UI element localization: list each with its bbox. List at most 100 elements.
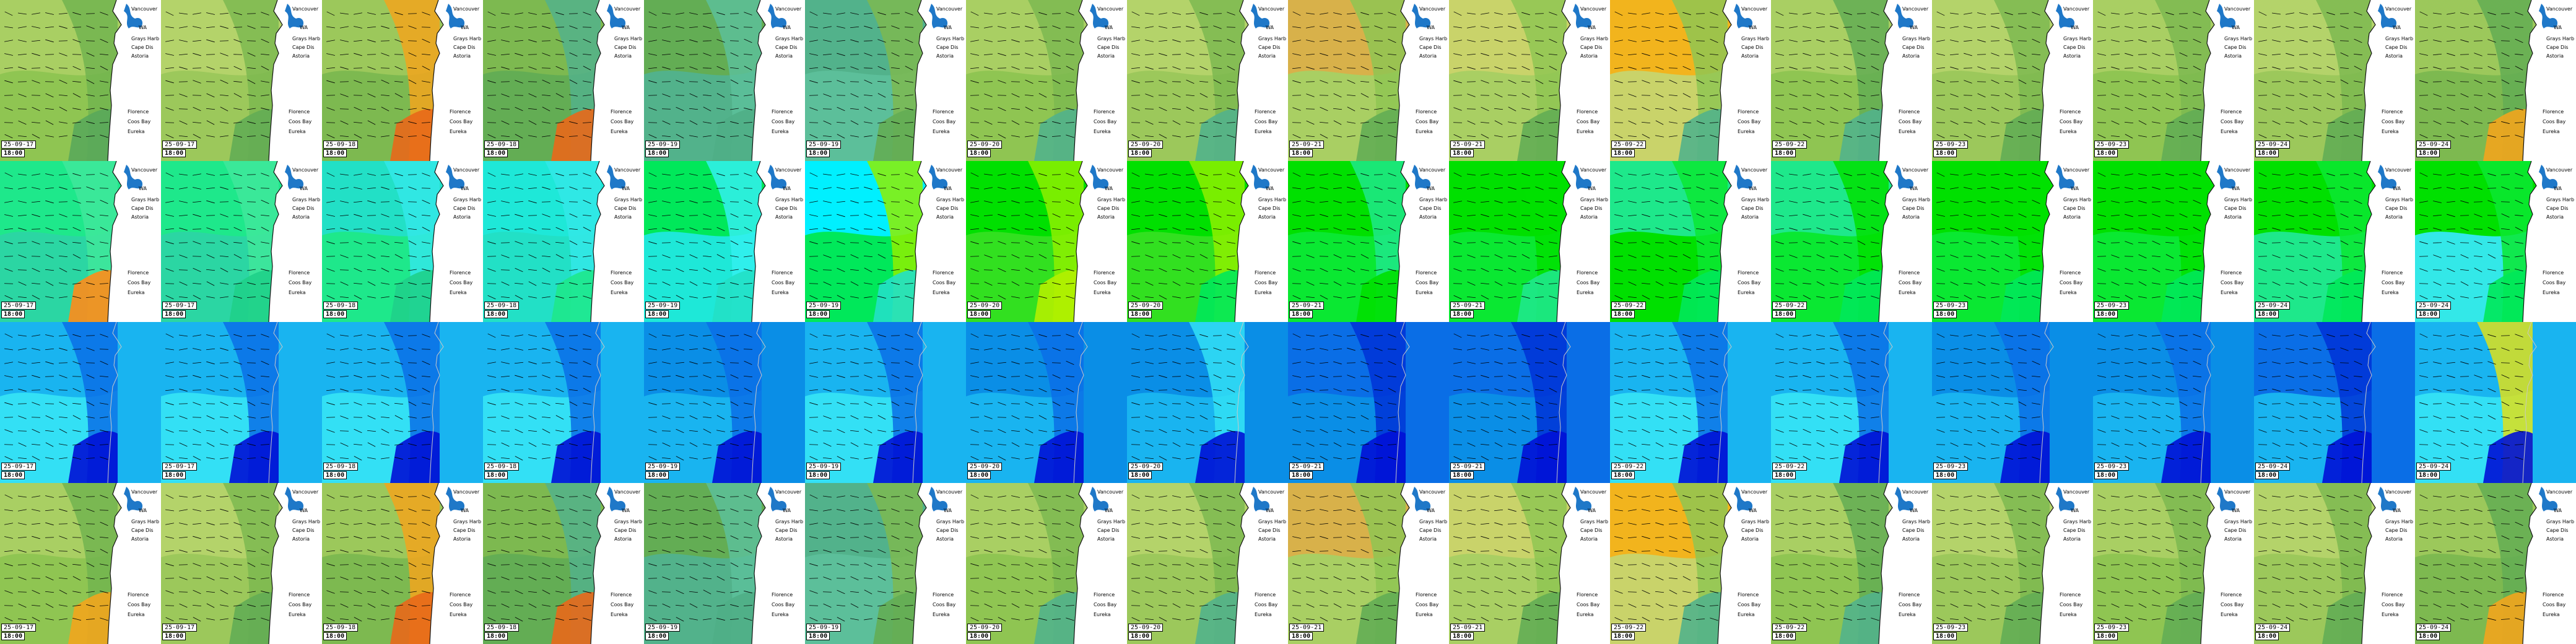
wind-arrow-icon — [261, 173, 269, 176]
wind-map-panel[interactable]: Vancouver WA Grays Harb Cape Dis Astoria… — [2093, 0, 2254, 161]
wind-arrow-icon — [261, 617, 269, 621]
wind-arrow-icon — [408, 604, 417, 607]
gust-map-panel[interactable]: Vancouver WA Grays Harb Cape Dis Astoria… — [0, 483, 161, 644]
wind-map-panel[interactable]: Vancouver WA Grays Harb Cape Dis Astoria… — [2415, 0, 2576, 161]
wave-map-panel[interactable]: Vancouver WA Grays Harb Cape Dis Astoria… — [2415, 161, 2576, 322]
wind-arrow-icon — [836, 121, 846, 124]
place-label: Cape Dis — [1741, 206, 1764, 211]
wind-arrow-icon — [206, 495, 215, 498]
wind-arrow-icon — [1535, 121, 1544, 124]
gust-map-panel[interactable]: Vancouver WA Grays Harb Cape Dis Astoria… — [322, 483, 483, 644]
wind-arrow-icon — [730, 269, 739, 271]
wave-map-panel[interactable]: Vancouver WA Grays Harb Cape Dis Astoria… — [161, 161, 322, 322]
period-map-panel[interactable]: 25-09-18 18:00 — [322, 322, 483, 483]
period-map-panel[interactable]: 25-09-20 18:00 — [966, 322, 1127, 483]
wind-arrow-icon — [354, 107, 362, 111]
wind-arrow-icon — [542, 79, 550, 84]
wind-arrow-icon — [2152, 457, 2160, 459]
wind-arrow-icon — [261, 12, 269, 15]
wave-map-panel[interactable]: Vancouver WA Grays Harb Cape Dis Astoria… — [1610, 161, 1771, 322]
wind-arrow-icon — [1199, 254, 1208, 259]
wave-map-panel[interactable]: Vancouver WA Grays Harb Cape Dis Astoria… — [2254, 161, 2415, 322]
wave-map-panel[interactable]: Vancouver WA Grays Harb Cape Dis Astoria… — [322, 161, 483, 322]
wind-arrow-icon — [528, 12, 537, 15]
wave-map-panel[interactable]: Vancouver WA Grays Harb Cape Dis Astoria… — [1127, 161, 1288, 322]
period-map-panel[interactable]: 25-09-17 18:00 — [0, 322, 161, 483]
wind-map-panel[interactable]: Vancouver WA Grays Harb Cape Dis Astoria… — [1127, 0, 1288, 161]
period-map-panel[interactable]: 25-09-23 18:00 — [2093, 322, 2254, 483]
period-map-panel[interactable]: 25-09-20 18:00 — [1127, 322, 1288, 483]
wave-map-panel[interactable]: Vancouver WA Grays Harb Cape Dis Astoria… — [644, 161, 805, 322]
wind-map-panel[interactable]: Vancouver WA Grays Harb Cape Dis Astoria… — [161, 0, 322, 161]
wind-map-panel[interactable]: Vancouver WA Grays Harb Cape Dis Astoria… — [644, 0, 805, 161]
wind-map-panel[interactable]: Vancouver WA Grays Harb Cape Dis Astoria… — [1932, 0, 2093, 161]
period-map-panel[interactable]: 25-09-24 18:00 — [2415, 322, 2576, 483]
wind-arrow-icon — [394, 549, 403, 554]
wind-arrow-icon — [2004, 334, 2013, 337]
period-map-panel[interactable]: 25-09-22 18:00 — [1610, 322, 1771, 483]
place-label: Grays Harb — [614, 519, 643, 524]
wave-map-panel[interactable]: Vancouver WA Grays Harb Cape Dis Astoria… — [483, 161, 644, 322]
period-map-panel[interactable]: 25-09-21 18:00 — [1449, 322, 1610, 483]
wave-map-panel[interactable]: Vancouver WA Grays Harb Cape Dis Astoria… — [805, 161, 966, 322]
period-map-panel[interactable]: 25-09-19 18:00 — [805, 322, 966, 483]
period-map-panel[interactable]: 25-09-17 18:00 — [161, 322, 322, 483]
wind-map-panel[interactable]: Vancouver WA Grays Harb Cape Dis Astoria… — [1449, 0, 1610, 161]
wind-arrow-icon — [1535, 79, 1544, 84]
wind-arrow-icon — [1025, 375, 1033, 378]
wave-map-panel[interactable]: Vancouver WA Grays Harb Cape Dis Astoria… — [2093, 161, 2254, 322]
wind-arrow-icon — [689, 12, 698, 15]
wind-map-panel[interactable]: Vancouver WA Grays Harb Cape Dis Astoria… — [1288, 0, 1449, 161]
wind-arrow-icon — [744, 94, 752, 97]
period-map-panel[interactable]: 25-09-24 18:00 — [2254, 322, 2415, 483]
wind-map-panel[interactable]: Vancouver WA Grays Harb Cape Dis Astoria… — [966, 0, 1127, 161]
period-map-panel[interactable]: 25-09-22 18:00 — [1771, 322, 1932, 483]
period-map-panel[interactable]: 25-09-18 18:00 — [483, 322, 644, 483]
wave-map-panel[interactable]: Vancouver WA Grays Harb Cape Dis Astoria… — [0, 161, 161, 322]
wind-arrow-icon — [2460, 442, 2469, 447]
wind-arrow-icon — [1131, 53, 1140, 56]
wind-arrow-icon — [394, 242, 404, 244]
wind-arrow-icon — [2111, 255, 2120, 258]
wind-arrow-icon — [648, 228, 658, 230]
wind-map-panel[interactable]: Vancouver WA Grays Harb Cape Dis Astoria… — [483, 0, 644, 161]
wind-map-panel[interactable]: Vancouver WA Grays Harb Cape Dis Astoria… — [805, 0, 966, 161]
wind-arrow-icon — [1199, 200, 1208, 204]
wind-arrow-icon — [2152, 296, 2160, 298]
wind-map-panel[interactable]: Vancouver WA Grays Harb Cape Dis Astoria… — [1610, 0, 1771, 161]
wind-arrow-icon — [2018, 94, 2027, 97]
wind-arrow-icon — [326, 333, 335, 338]
period-map-panel[interactable]: 25-09-19 18:00 — [644, 322, 805, 483]
period-map-panel[interactable]: 25-09-23 18:00 — [1932, 322, 2093, 483]
wave-map-panel[interactable]: Vancouver WA Grays Harb Cape Dis Astoria… — [1932, 161, 2093, 322]
wind-arrow-icon — [1871, 242, 1879, 244]
place-label: Astoria — [1902, 53, 1920, 59]
place-label: Astoria — [453, 214, 471, 220]
wind-arrow-icon — [2097, 201, 2106, 203]
wind-arrow-icon — [354, 334, 362, 337]
period-map-panel[interactable]: 25-09-21 18:00 — [1288, 322, 1449, 483]
place-label: Coos Bay — [289, 119, 312, 124]
wind-arrow-icon — [1990, 12, 2000, 15]
wind-arrow-icon — [247, 269, 256, 271]
wave-map-panel[interactable]: Vancouver WA Grays Harb Cape Dis Astoria… — [1771, 161, 1932, 322]
gust-map-panel[interactable]: Vancouver WA Grays Harb Cape Dis Astoria… — [483, 483, 644, 644]
wind-arrow-icon — [2004, 282, 2013, 285]
wind-arrow-icon — [2018, 52, 2027, 57]
wind-map-panel[interactable]: Vancouver WA Grays Harb Cape Dis Astoria… — [322, 0, 483, 161]
wind-arrow-icon — [2258, 40, 2267, 42]
wave-map-panel[interactable]: Vancouver WA Grays Harb Cape Dis Astoria… — [1288, 161, 1449, 322]
wind-arrow-icon — [744, 295, 752, 299]
wind-map-panel[interactable]: Vancouver WA Grays Harb Cape Dis Astoria… — [1771, 0, 1932, 161]
gust-map-panel[interactable]: Vancouver WA Grays Harb Cape Dis Astoria… — [161, 483, 322, 644]
wind-map-panel[interactable]: Vancouver WA Grays Harb Cape Dis Astoria… — [2254, 0, 2415, 161]
wave-map-panel[interactable]: Vancouver WA Grays Harb Cape Dis Astoria… — [966, 161, 1127, 322]
wave-map-panel[interactable]: Vancouver WA Grays Harb Cape Dis Astoria… — [1449, 161, 1610, 322]
gust-map-panel[interactable]: Vancouver WA Grays Harb Cape Dis Astoria… — [644, 483, 805, 644]
wind-map-panel[interactable]: Vancouver WA Grays Harb Cape Dis Astoria… — [0, 0, 161, 161]
wind-arrow-icon — [394, 269, 403, 271]
wind-arrow-icon — [2433, 173, 2442, 176]
wind-arrow-icon — [1213, 347, 1222, 351]
wind-arrow-icon — [2354, 402, 2362, 405]
wind-arrow-icon — [1159, 456, 1167, 461]
